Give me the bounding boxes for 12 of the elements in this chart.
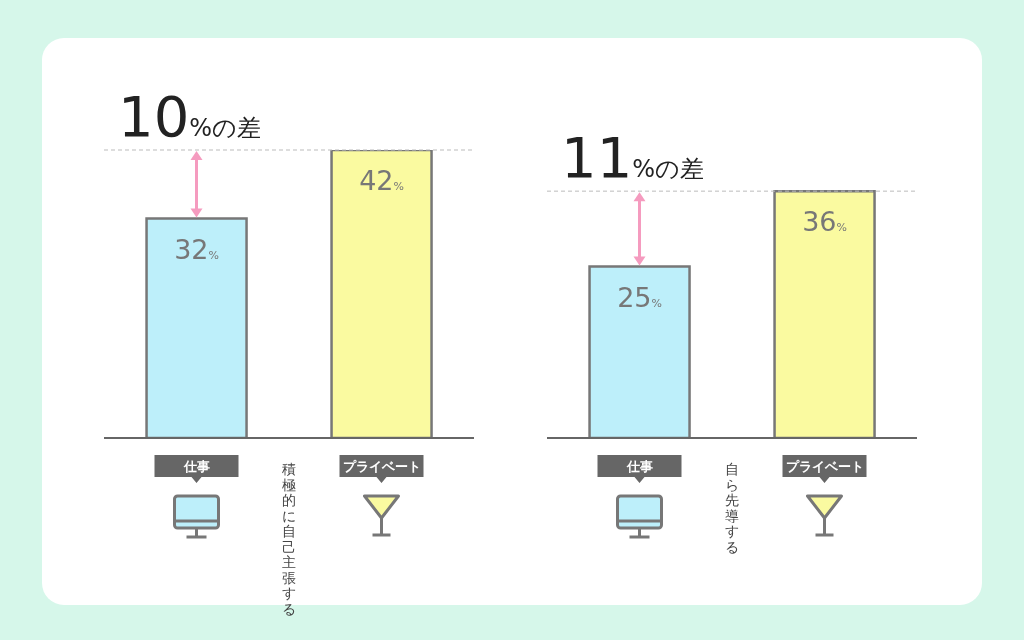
- x-tick-label: プライベート: [342, 459, 421, 474]
- data-label: 36%: [802, 206, 847, 238]
- text: 積極的に自己主張する: [282, 461, 296, 617]
- x-tick-label: プライベート: [785, 459, 864, 474]
- text: 11%の差: [561, 125, 705, 191]
- data-label: 32%: [174, 233, 219, 265]
- x-axis-title: 自ら先導する: [725, 461, 739, 555]
- data-label: 42%: [359, 165, 404, 196]
- x-tick-label: 仕事: [625, 459, 653, 474]
- data-label: 25%: [617, 281, 662, 313]
- text: 10%の差: [118, 84, 262, 149]
- x-tick-label: 仕事: [182, 459, 210, 474]
